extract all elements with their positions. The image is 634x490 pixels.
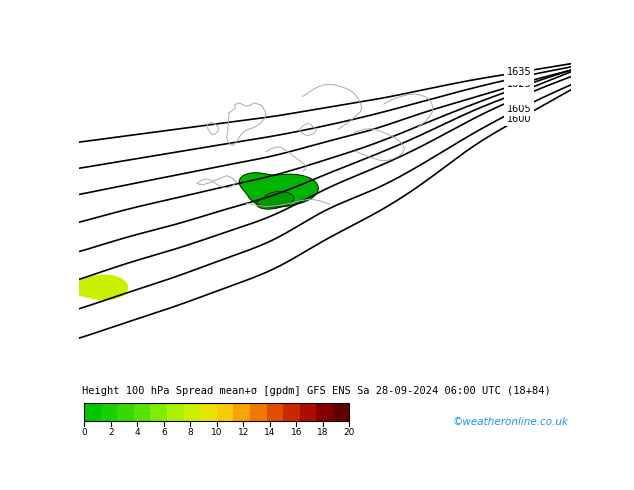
Text: 4: 4 xyxy=(134,428,140,437)
Text: 10: 10 xyxy=(211,428,223,437)
Text: 1615: 1615 xyxy=(507,87,531,98)
Bar xyxy=(134,403,150,421)
Bar xyxy=(266,403,283,421)
Text: 1635: 1635 xyxy=(507,67,531,77)
Text: Height 100 hPa Spread mean+σ [gpdm] GFS ENS Sa 28-09-2024 06:00 UTC (18+84): Height 100 hPa Spread mean+σ [gpdm] GFS … xyxy=(82,386,550,396)
Text: 1600: 1600 xyxy=(507,114,531,124)
Text: 12: 12 xyxy=(238,428,249,437)
Text: 14: 14 xyxy=(264,428,276,437)
Bar xyxy=(333,403,349,421)
Bar xyxy=(300,403,316,421)
Bar xyxy=(150,403,167,421)
Bar xyxy=(200,403,217,421)
Text: 2: 2 xyxy=(108,428,113,437)
Polygon shape xyxy=(257,192,294,209)
Text: 20: 20 xyxy=(344,428,355,437)
Bar xyxy=(233,403,250,421)
Polygon shape xyxy=(70,275,127,299)
Polygon shape xyxy=(239,173,318,207)
Bar xyxy=(167,403,184,421)
Text: 8: 8 xyxy=(188,428,193,437)
Text: 1610: 1610 xyxy=(507,92,531,102)
Text: 1605: 1605 xyxy=(507,104,531,114)
Bar xyxy=(250,403,266,421)
Text: 0: 0 xyxy=(81,428,87,437)
Text: 1625: 1625 xyxy=(507,79,531,89)
Bar xyxy=(283,403,300,421)
Bar xyxy=(117,403,134,421)
Bar xyxy=(217,403,233,421)
Text: 6: 6 xyxy=(161,428,167,437)
Bar xyxy=(84,403,101,421)
Bar xyxy=(316,403,333,421)
Text: 1620: 1620 xyxy=(507,82,531,93)
Bar xyxy=(184,403,200,421)
Text: ©weatheronline.co.uk: ©weatheronline.co.uk xyxy=(452,417,568,427)
Bar xyxy=(101,403,117,421)
Text: 18: 18 xyxy=(317,428,328,437)
Text: 1630: 1630 xyxy=(507,72,531,82)
Text: 16: 16 xyxy=(290,428,302,437)
